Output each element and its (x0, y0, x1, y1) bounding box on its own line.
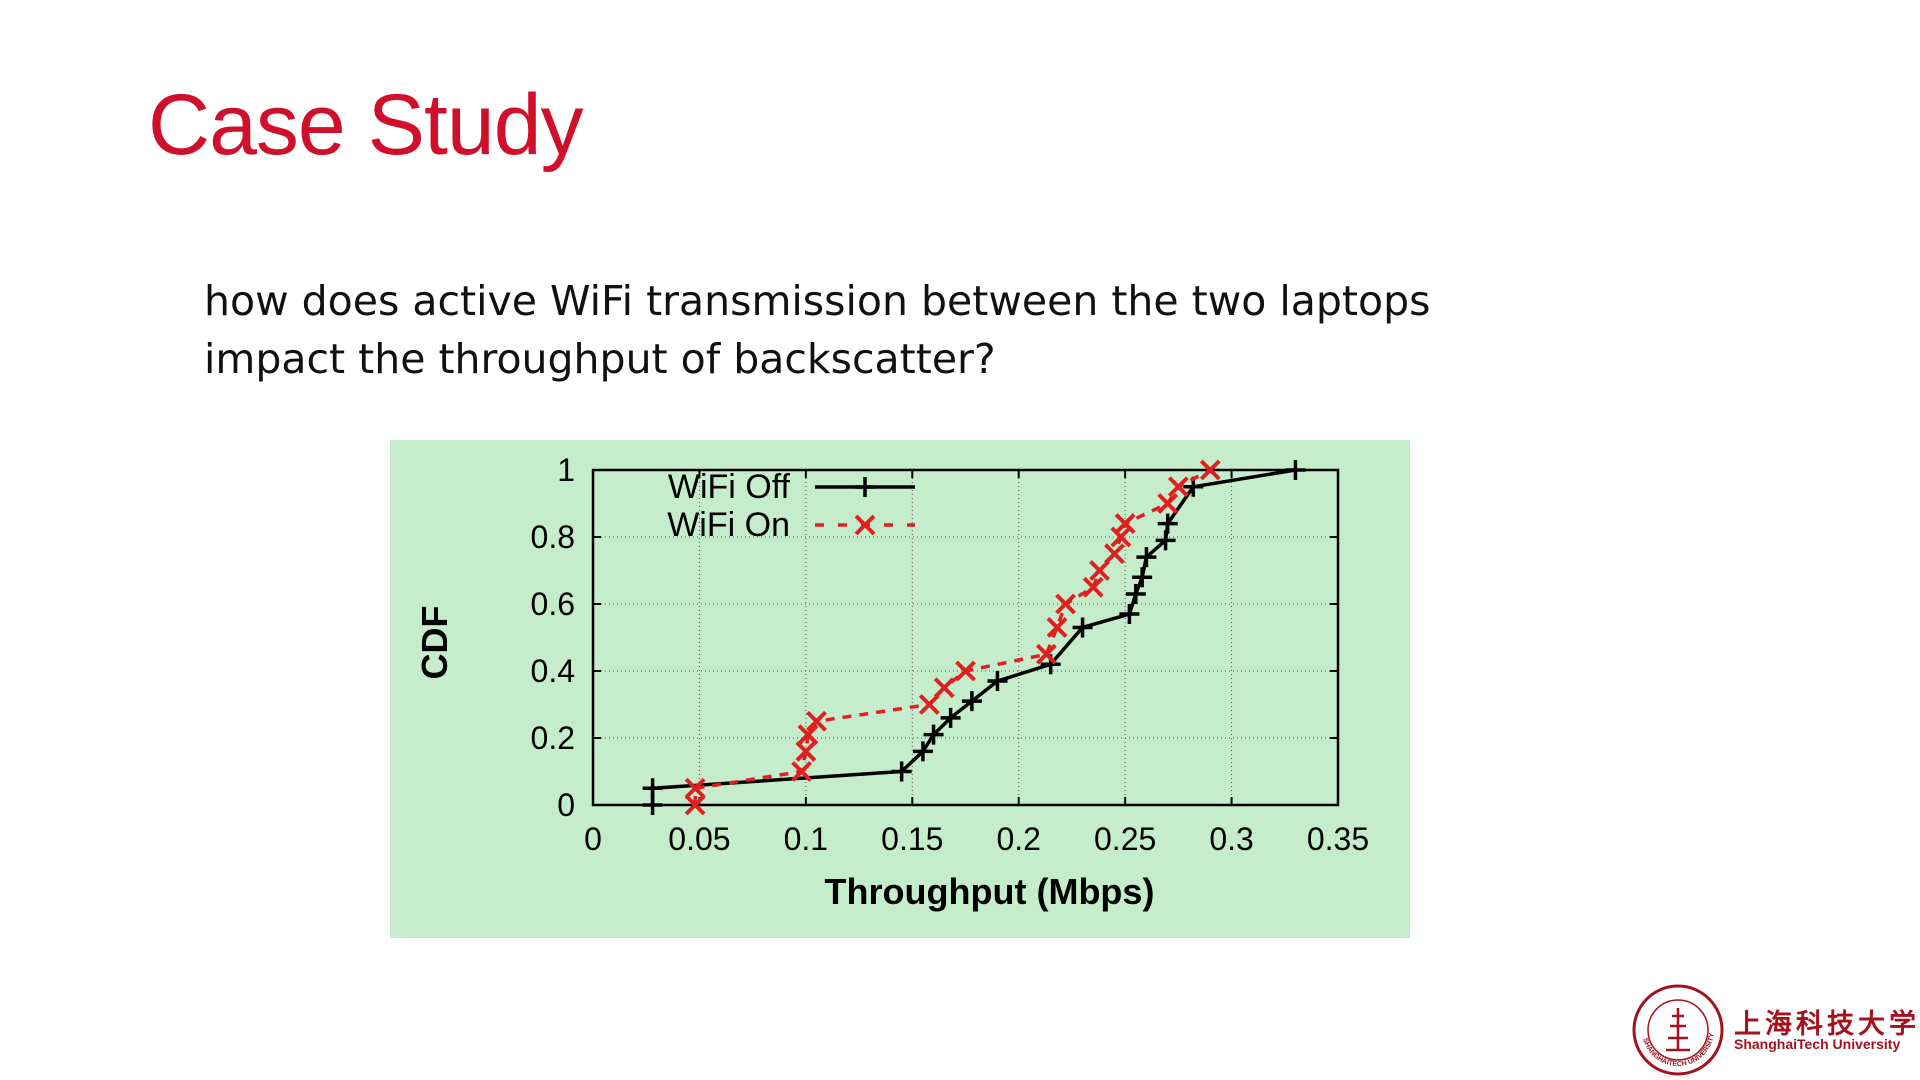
y-axis-label: CDF (414, 606, 455, 680)
x-tick-label: 0 (584, 821, 602, 857)
x-tick-label: 0.25 (1094, 821, 1156, 857)
data-point (1285, 460, 1306, 480)
data-point (1035, 643, 1057, 665)
data-point (642, 795, 663, 815)
data-point (1114, 513, 1136, 535)
data-point (1125, 583, 1146, 604)
y-tick-label: 1 (557, 452, 575, 488)
data-point (1046, 617, 1068, 638)
slide-question: how does active WiFi transmission betwee… (204, 272, 1504, 388)
series-1 (684, 459, 1221, 816)
data-point (806, 710, 827, 732)
x-tick-label: 0.05 (668, 821, 730, 857)
data-point (923, 724, 944, 745)
legend-marker (854, 514, 876, 536)
y-tick-label: 0.8 (531, 519, 575, 555)
data-point (1132, 567, 1153, 588)
data-point (1157, 493, 1179, 514)
data-point (684, 777, 706, 799)
data-point (791, 761, 813, 782)
series-layer (642, 459, 1306, 816)
data-point (918, 694, 940, 715)
cdf-chart: 0 0.05 0.1 0.15 0.2 0.25 0.3 0.35 0 0.2 0.4 0.6 0.8 1… (414, 452, 1370, 912)
y-tick-label: 0 (557, 787, 575, 823)
x-tick-label: 0.1 (784, 821, 828, 857)
data-point (642, 778, 663, 799)
data-point (1082, 576, 1104, 598)
data-point (955, 660, 976, 682)
y-tick-label: 0.2 (531, 720, 575, 756)
data-point (1136, 547, 1157, 568)
data-point (1072, 617, 1093, 638)
axis-ticks: 0 0.05 0.1 0.15 0.2 0.25 0.3 0.35 0 0.2 0.4 0.6 0.8 1 (531, 452, 1370, 857)
data-point (1089, 560, 1111, 581)
data-point (912, 741, 933, 762)
logo-seal-tower-icon (1666, 1008, 1690, 1052)
data-point (1104, 543, 1125, 565)
logo-seal-inner-ring (1647, 999, 1709, 1061)
x-tick-label: 0.3 (1209, 821, 1253, 857)
logo-name-cn: 上海科技大学 (1734, 1009, 1920, 1040)
x-axis-label: Throughput (Mbps) (825, 871, 1155, 912)
grid-lines (593, 470, 1338, 805)
slide-title: Case Study (148, 77, 584, 173)
data-point (1155, 530, 1176, 551)
x-tick-label: 0.35 (1307, 821, 1369, 857)
cdf-chart-panel: 0 0.05 0.1 0.15 0.2 0.25 0.3 0.35 0 0.2 0.4 0.6 0.8 1… (390, 440, 1410, 938)
x-tick-label: 0.2 (996, 821, 1040, 857)
data-point (795, 740, 817, 762)
plot-frame (591, 468, 1340, 807)
data-point (1055, 593, 1076, 615)
data-point (933, 677, 955, 699)
x-tick-label: 0.15 (881, 821, 943, 857)
data-point (1199, 459, 1221, 481)
legend-label: WiFi On (667, 506, 790, 544)
data-point (1119, 604, 1140, 625)
question-line-1: how does active WiFi transmission betwee… (204, 277, 1431, 325)
shanghaitech-logo: SHANGHAITECH UNIVERSITY (1632, 984, 1724, 1076)
y-tick-label: 0.6 (531, 586, 575, 622)
y-tick-label: 0.4 (531, 653, 575, 689)
data-point (1110, 526, 1132, 548)
data-point (961, 691, 982, 712)
logo-name-en: ShanghaiTech University (1734, 1036, 1901, 1052)
data-point (940, 707, 961, 728)
data-point (797, 724, 819, 746)
question-line-2: impact the throughput of backscatter? (204, 335, 996, 383)
legend-label: WiFi Off (668, 468, 791, 506)
data-point (987, 671, 1008, 692)
data-point (684, 794, 706, 816)
data-point (1167, 476, 1189, 498)
logo-seal-outer-ring (1632, 984, 1724, 1076)
legend-marker (855, 477, 875, 497)
data-point (1157, 513, 1178, 534)
data-point (891, 761, 912, 782)
series-0 (642, 460, 1306, 815)
